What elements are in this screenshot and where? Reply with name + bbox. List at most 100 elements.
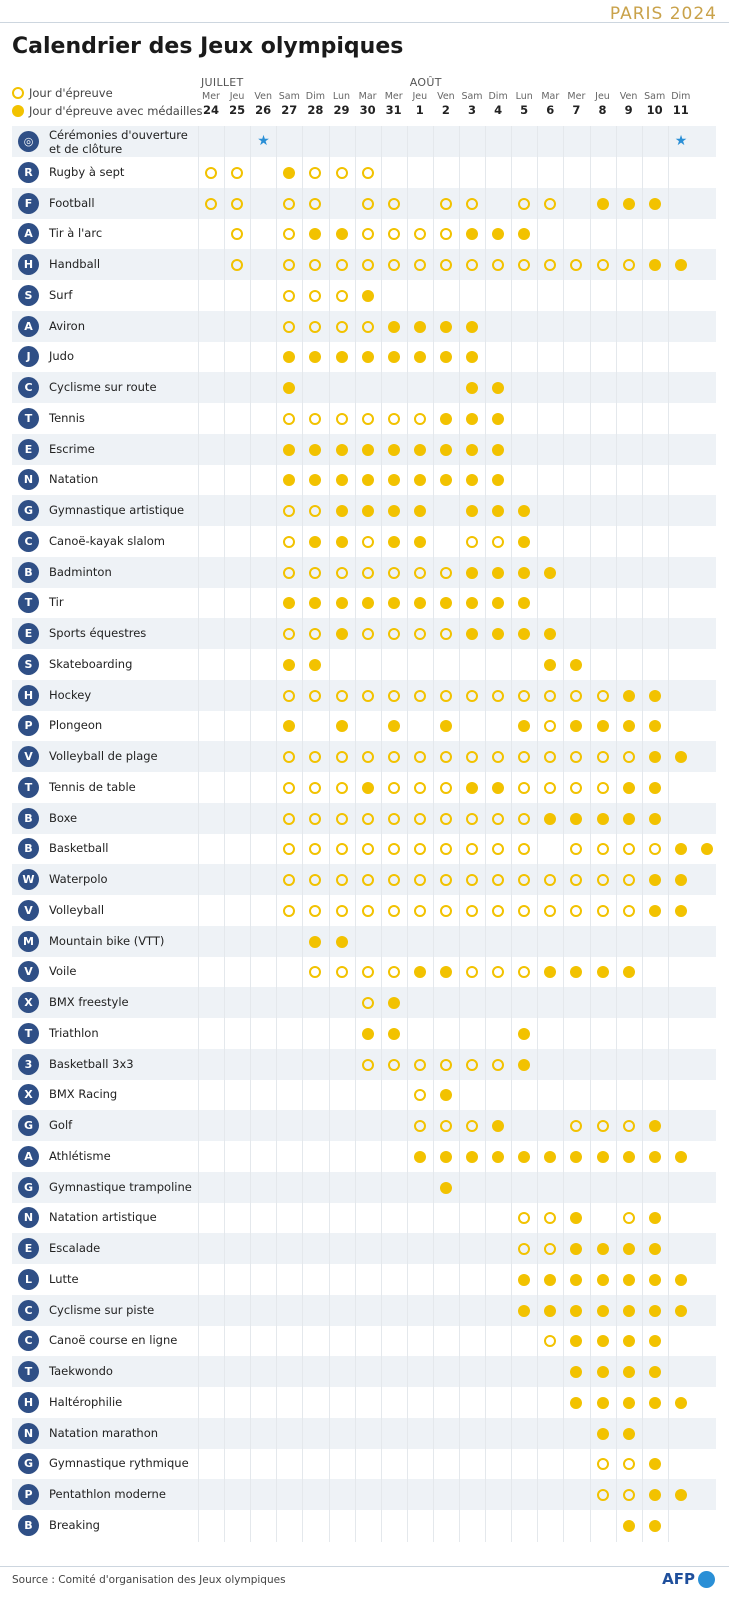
event-day-marker (518, 781, 531, 794)
sport-name: Boxe (49, 810, 78, 825)
sport-row: A Athlétisme (12, 1141, 716, 1172)
event-day-marker (283, 197, 296, 210)
medal-day-marker (622, 781, 635, 794)
medal-day-marker (492, 443, 505, 456)
medal-day-marker (622, 812, 635, 825)
event-day-marker (309, 843, 322, 856)
sport-row: G Gymnastique trampoline (12, 1171, 716, 1203)
medal-day-marker (387, 474, 400, 487)
medal-day-marker (648, 904, 661, 917)
medal-day-marker (674, 843, 687, 856)
day-name: Jeu (595, 91, 610, 102)
medal-day-marker (439, 1150, 452, 1163)
medal-day-marker (439, 1181, 452, 1194)
medal-day-marker (335, 720, 348, 733)
sport-name: Natation artistique (49, 1210, 157, 1225)
medal-day-marker (518, 1027, 531, 1040)
event-day-marker (283, 751, 296, 763)
medal-day-marker (466, 781, 478, 794)
medal-day-marker (544, 1150, 557, 1163)
day-name: Ven (619, 91, 638, 102)
event-day-marker (309, 166, 322, 179)
event-day-marker (596, 904, 609, 917)
event-day-marker (439, 1058, 452, 1071)
medal-day-marker (492, 474, 505, 487)
event-day-marker (387, 566, 400, 579)
medal-day-marker (439, 474, 452, 487)
medal-day-marker (439, 351, 452, 364)
handball-icon: H (18, 254, 39, 275)
event-day-marker (309, 966, 322, 979)
medal-day-marker (622, 689, 635, 702)
medal-day-marker (492, 382, 505, 394)
day-header: Jeu 25 (224, 90, 250, 117)
medal-day-marker (544, 966, 557, 979)
golf-icon: G (18, 1115, 39, 1136)
sport-name: Plongeon (49, 718, 103, 733)
event-day-marker (466, 874, 478, 886)
medal-day-marker (439, 412, 452, 425)
medal-day-marker (335, 474, 348, 487)
event-day-marker (439, 228, 452, 241)
surf-icon: S (18, 284, 39, 306)
event-day-marker (544, 1335, 557, 1348)
medal-day-marker (466, 351, 478, 364)
sport-row: R Rugby à sept (12, 157, 716, 188)
event-day-marker (492, 812, 505, 825)
sport-name: Rugby à sept (49, 164, 125, 179)
event-day-marker (544, 197, 557, 210)
event-day-marker (387, 904, 400, 917)
event-day-marker (518, 689, 531, 702)
medal-day-marker (466, 412, 478, 425)
medal-day-marker (466, 474, 478, 487)
medal-day-marker (492, 566, 505, 579)
event-day-marker (283, 259, 296, 271)
basketball-3x3-icon: 3 (18, 1053, 39, 1075)
medal-day-marker (283, 720, 296, 733)
day-number: 9 (624, 103, 633, 117)
sport-row: X BMX freestyle (12, 987, 716, 1018)
event-day-marker (387, 228, 400, 241)
medal-day-marker (648, 259, 661, 271)
equestrian-icon: E (18, 623, 39, 644)
sport-name: Handball (49, 257, 101, 271)
medal-day-marker (622, 1335, 635, 1348)
event-day-marker (518, 751, 531, 763)
event-day-marker (387, 781, 400, 794)
sport-row: H Handball (12, 249, 716, 280)
triathlon-icon: T (18, 1022, 39, 1044)
sport-name: Gymnastique rythmique (49, 1456, 189, 1471)
event-day-marker (231, 259, 244, 271)
event-day-marker (596, 781, 609, 794)
event-day-marker (309, 197, 322, 210)
medal-day-marker (648, 1366, 661, 1378)
day-number: 28 (307, 103, 324, 117)
sport-name: Mountain bike (VTT) (49, 933, 165, 948)
medal-day-marker (674, 751, 687, 763)
medal-day-marker (622, 1519, 635, 1532)
day-header: Jeu 8 (590, 90, 616, 117)
sport-name: Cérémonies d'ouverture et de clôture (49, 128, 188, 156)
sport-row: B Breaking (12, 1510, 716, 1541)
marathon-swimming-icon: N (18, 1422, 39, 1444)
sport-row: E Escrime (12, 433, 716, 465)
medal-day-marker (335, 351, 348, 364)
event-day-marker (439, 904, 452, 917)
event-day-marker (466, 1058, 478, 1071)
event-day-marker (466, 259, 478, 271)
event-day-marker (413, 843, 426, 856)
month-label: JUILLET (201, 76, 244, 89)
event-day-marker (335, 904, 348, 917)
event-day-marker (439, 812, 452, 825)
afp-logo-mark (698, 1570, 715, 1588)
medal-day-marker (387, 535, 400, 548)
medal-day-marker (596, 1273, 609, 1286)
boxing-icon: B (18, 807, 39, 829)
day-number: 7 (572, 103, 581, 117)
medal-day-marker (648, 720, 661, 733)
event-day-marker (387, 197, 400, 210)
sport-row: F Football (12, 187, 716, 219)
sport-name: Tennis de table (49, 779, 136, 794)
medal-day-marker (674, 1273, 687, 1286)
medal-day-marker (622, 1304, 635, 1317)
